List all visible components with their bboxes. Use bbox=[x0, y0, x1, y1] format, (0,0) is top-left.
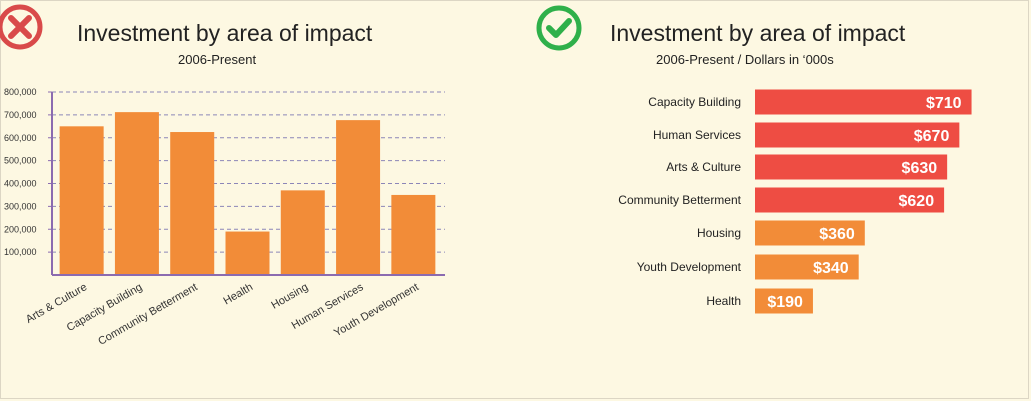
data-label: $670 bbox=[914, 128, 950, 145]
x-tick-label: Health bbox=[221, 281, 255, 307]
left-chart-title: Investment by area of impact bbox=[77, 20, 373, 46]
bar bbox=[225, 231, 270, 275]
bar bbox=[755, 254, 859, 280]
y-tick-label: 400,000 bbox=[4, 179, 37, 189]
data-label: $710 bbox=[926, 95, 962, 112]
x-circle-icon bbox=[0, 4, 43, 50]
bar bbox=[755, 288, 813, 314]
bar bbox=[755, 89, 972, 115]
bar bbox=[336, 120, 381, 275]
bar bbox=[755, 220, 865, 246]
bar bbox=[280, 190, 325, 275]
y-tick-label: 800,000 bbox=[4, 87, 37, 97]
data-label: $360 bbox=[819, 226, 855, 243]
left-bar-chart: 800,000 700,000 600,000 500,000 400,000 300,0… bbox=[4, 87, 445, 348]
data-label: $620 bbox=[899, 193, 935, 210]
right-chart-subtitle: 2006-Present / Dollars in ‘000s bbox=[656, 52, 834, 67]
data-label: $340 bbox=[813, 260, 849, 277]
data-label: $190 bbox=[767, 294, 803, 311]
bar bbox=[755, 187, 945, 213]
bar bbox=[59, 126, 104, 275]
check-circle-icon bbox=[536, 5, 582, 51]
category-label: Housing bbox=[697, 226, 741, 240]
right-chart-title: Investment by area of impact bbox=[610, 20, 906, 46]
bar bbox=[755, 122, 960, 148]
bar bbox=[391, 194, 436, 275]
category-label: Capacity Building bbox=[648, 95, 741, 109]
right-bar-chart: Capacity Building $710 Human Services $670 A… bbox=[618, 89, 972, 314]
y-tick-label: 700,000 bbox=[4, 110, 37, 120]
y-tick-label: 300,000 bbox=[4, 201, 37, 211]
y-tick-label: 500,000 bbox=[4, 156, 37, 166]
category-label: Human Services bbox=[653, 128, 741, 142]
category-label: Arts & Culture bbox=[666, 160, 741, 174]
y-tick-label: 100,000 bbox=[4, 247, 37, 257]
category-label: Health bbox=[706, 294, 741, 308]
category-label: Youth Development bbox=[637, 260, 742, 274]
x-tick-label: Housing bbox=[269, 281, 310, 312]
bar bbox=[170, 132, 215, 275]
y-tick-label: 600,000 bbox=[4, 133, 37, 143]
category-label: Community Betterment bbox=[618, 193, 741, 207]
y-tick-label: 200,000 bbox=[4, 224, 37, 234]
bar bbox=[755, 154, 948, 180]
left-chart-subtitle: 2006-Present bbox=[178, 52, 257, 67]
bar bbox=[114, 112, 159, 275]
x-tick-label: Community Betterment bbox=[96, 281, 199, 348]
data-label: $630 bbox=[902, 160, 938, 177]
